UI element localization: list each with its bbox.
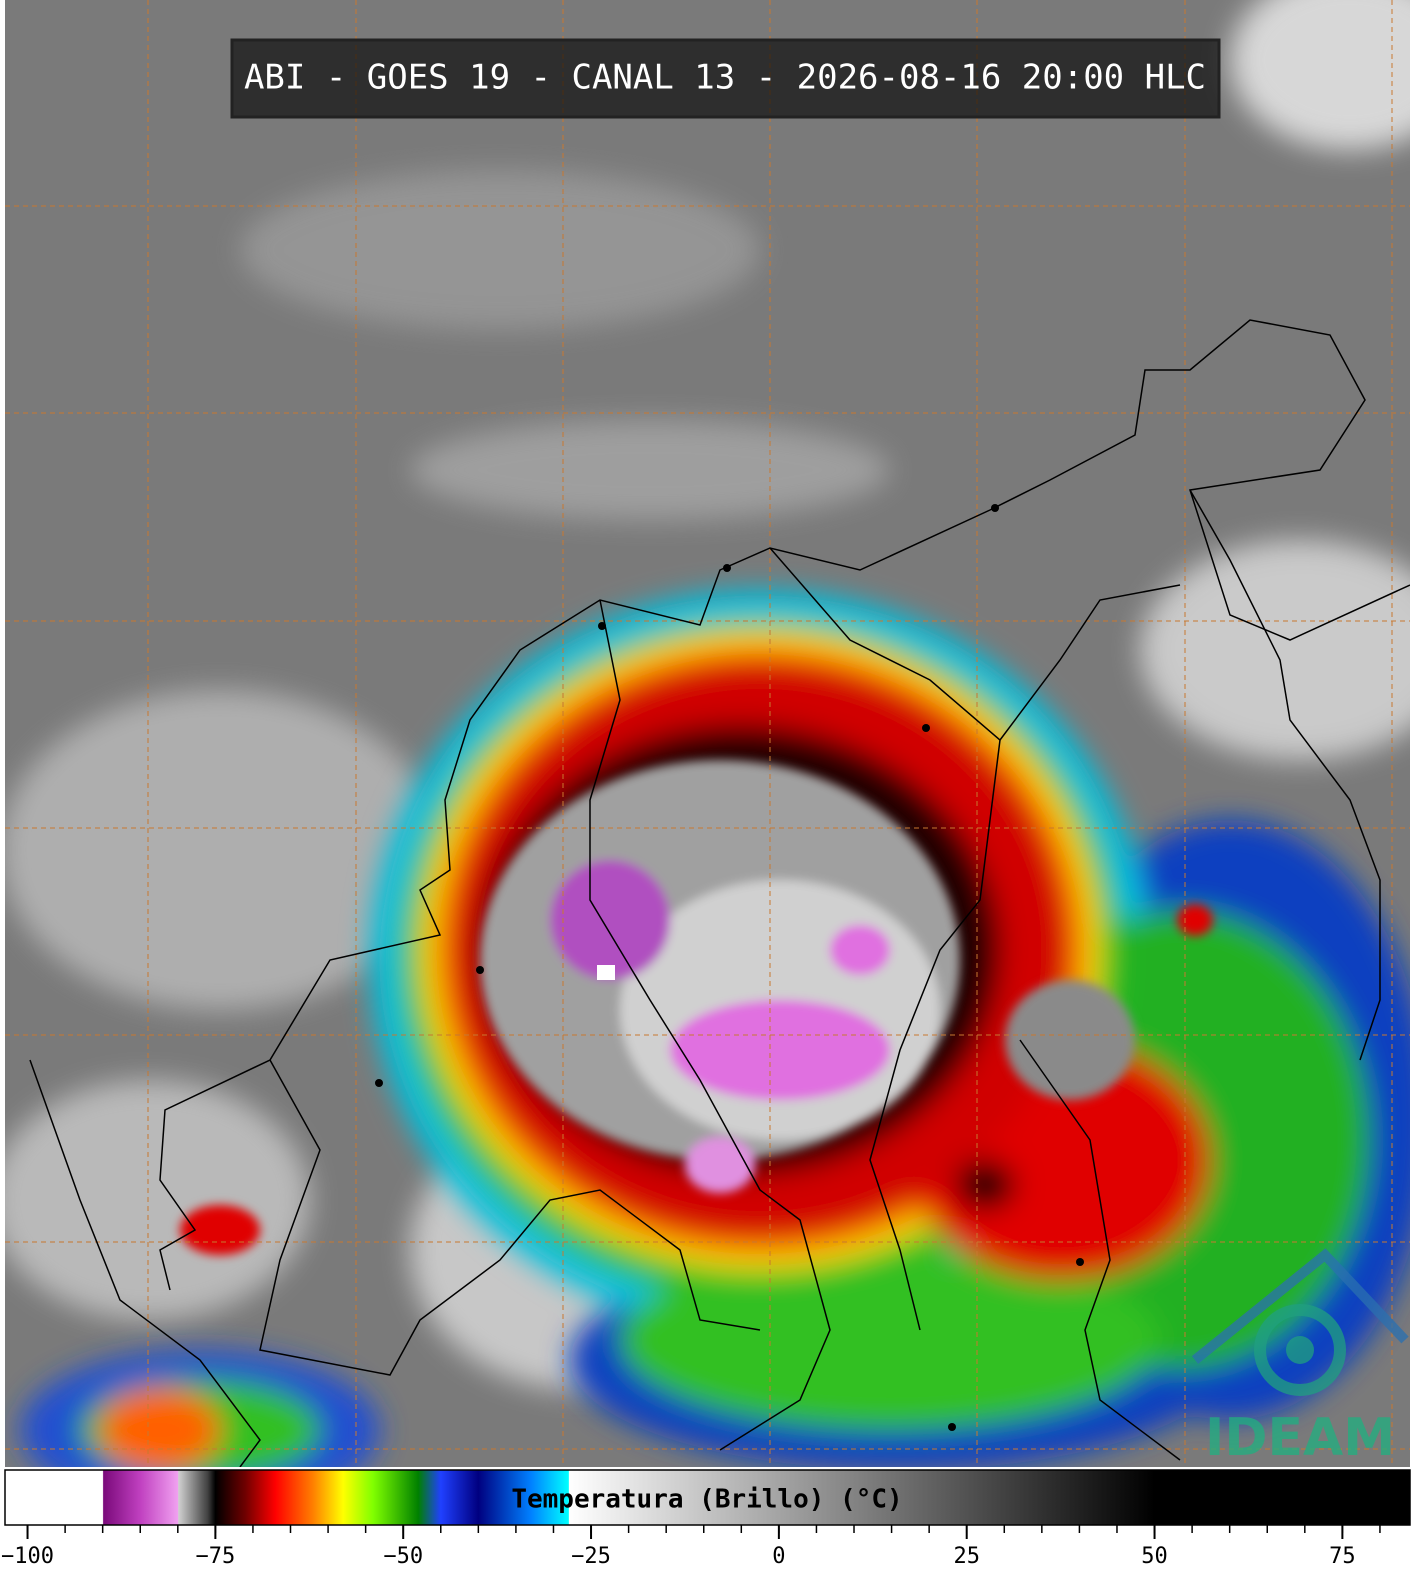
tick-label: −100 xyxy=(1,1544,54,1569)
tick-label: −75 xyxy=(195,1544,235,1569)
tick-label: 75 xyxy=(1329,1544,1356,1569)
tick-label: −50 xyxy=(383,1544,423,1569)
title: ABI - GOES 19 - CANAL 13 - 2026-08-16 20… xyxy=(244,58,1206,98)
satellite-image: IDEAM xyxy=(5,0,1410,1468)
colorbar: Temperatura (Brillo) (°C) −100 −75 −50 −25 0… xyxy=(1,1469,1411,1569)
boundaries xyxy=(29,319,1410,1467)
colorbar-label: Temperatura (Brillo) (°C) xyxy=(511,1485,902,1515)
graticule xyxy=(5,0,1410,1467)
tick-label: −25 xyxy=(571,1544,611,1569)
tick-label: 25 xyxy=(953,1544,980,1569)
colorbar-ramp xyxy=(4,1469,1411,1526)
tick-label: 0 xyxy=(772,1544,785,1569)
logo: IDEAM xyxy=(1191,1248,1409,1468)
tick-label: 50 xyxy=(1141,1544,1168,1569)
title-box xyxy=(230,38,1221,119)
city-markers xyxy=(375,504,1084,1431)
logo-text: IDEAM xyxy=(1205,1408,1395,1468)
